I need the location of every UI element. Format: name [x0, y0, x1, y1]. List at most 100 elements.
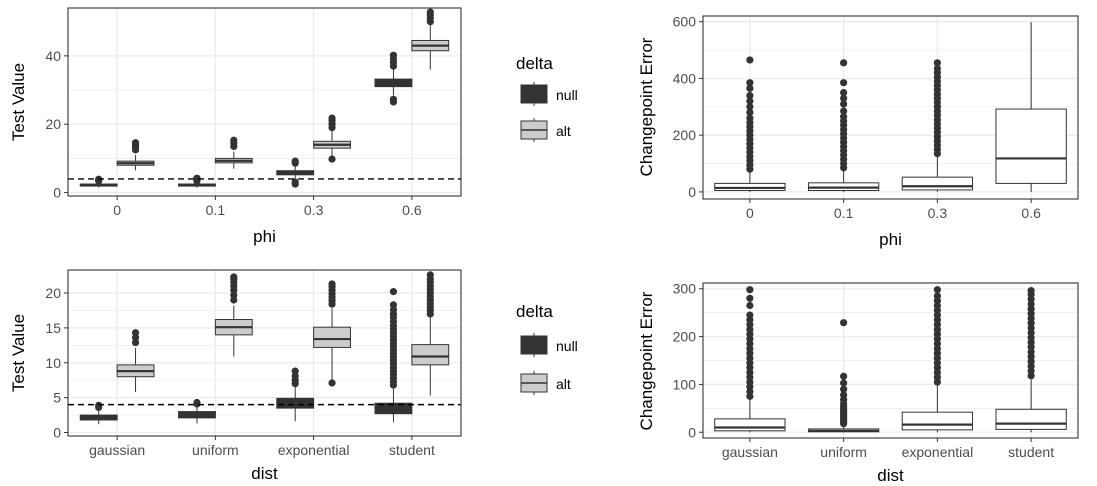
x-tick-label: 0.1 [206, 202, 226, 218]
boxplots [714, 22, 1067, 192]
x-tick-label: 0 [746, 205, 754, 221]
panel-changepoint-error-dist: 0 100 200 300 gaussian uniform exponential stu… [637, 281, 1079, 485]
x-tick-label: gaussian [89, 442, 145, 458]
panel-changepoint-error-phi: 0 200 400 600 0 0.1 0.3 0.6 phi Changepoint Er… [637, 14, 1079, 249]
boxplots [714, 286, 1067, 433]
y-tick-label: 10 [45, 355, 61, 371]
box-iqr [995, 408, 1067, 430]
boxplot-alt-0.3 [313, 114, 351, 163]
box-iqr [995, 108, 1067, 184]
outlier-point [840, 379, 848, 387]
boxplot-alt-student [411, 271, 450, 396]
boxplot-null-student [374, 288, 413, 423]
x-tick-label: 0.1 [834, 205, 854, 221]
y-axis-title: Changepoint Error [637, 291, 656, 430]
outlier-point [840, 385, 848, 393]
legend-label-alt: alt [556, 376, 571, 392]
x-tick-label: gaussian [722, 444, 778, 460]
outlier-point [291, 157, 299, 165]
y-tick-label: 40 [45, 48, 61, 64]
outlier-point [840, 319, 848, 327]
y-tick-label: 0 [53, 185, 61, 201]
boxplot-series-0.3 [901, 59, 974, 192]
y-tick-label: 200 [673, 127, 697, 143]
panel-border [702, 15, 1079, 200]
x-tick-label: exponential [278, 442, 350, 458]
outlier-point [131, 329, 140, 337]
x-axis-ticks: 0 0.1 0.3 0.6 [113, 196, 422, 218]
x-tick-label: student [1008, 444, 1054, 460]
boxplot-null-0.3 [276, 157, 315, 188]
outlier-point [389, 301, 398, 309]
y-tick-label: 600 [673, 14, 697, 30]
x-axis-ticks: gaussian uniform exponential student [722, 438, 1054, 460]
y-tick-label: 100 [673, 376, 697, 392]
legend-label-null: null [556, 338, 578, 354]
y-axis-title: Test Value [9, 314, 28, 392]
outlier-point [933, 292, 941, 300]
outlier-point [746, 91, 754, 100]
panel-test-value-dist: 0 5 10 15 20 gaussian uniform exponential stude… [9, 269, 462, 483]
y-axis-ticks: 0 200 400 600 [673, 14, 703, 200]
x-axis-title: dist [877, 466, 904, 485]
x-tick-label: student [389, 442, 435, 458]
y-tick-label: 5 [53, 390, 61, 406]
y-tick-label: 0 [688, 184, 696, 200]
outlier-point [328, 114, 336, 122]
x-tick-label: exponential [902, 444, 974, 460]
outlier-point [840, 107, 848, 115]
y-tick-label: 200 [673, 329, 697, 345]
outlier-point [426, 8, 434, 16]
outlier-point [746, 97, 754, 105]
panel-test-value-phi: 0 20 40 0 0.1 0.3 0.6 phi Test Value [9, 7, 462, 246]
outlier-point [389, 95, 398, 103]
outlier-point [840, 94, 848, 102]
box-iqr [714, 418, 786, 432]
x-tick-label: 0.3 [304, 202, 324, 218]
x-tick-label: 0.6 [1021, 205, 1041, 221]
boxplot-series-uniform [807, 319, 880, 433]
outlier-point [131, 139, 140, 147]
outlier-point [746, 294, 754, 302]
panel-border [702, 282, 1079, 439]
boxplot-series-0.6 [995, 22, 1067, 192]
outlier-point [746, 108, 754, 117]
boxplot-series-gaussian [714, 286, 786, 433]
y-tick-label: 0 [688, 424, 696, 440]
boxplot-series-exponential [901, 286, 974, 433]
outlier-point [840, 79, 848, 87]
boxplot-null-exponential [276, 367, 315, 422]
panel-border [67, 7, 462, 197]
outlier-point [746, 286, 754, 294]
boxplot-null-0.1 [178, 174, 216, 188]
outlier-point [1027, 287, 1035, 295]
outlier-point [230, 136, 238, 144]
x-tick-label: uniform [192, 442, 239, 458]
y-axis-title: Changepoint Error [637, 37, 656, 176]
x-axis-ticks: gaussian uniform exponential student [89, 436, 435, 458]
outlier-point [328, 379, 336, 387]
legend-key-alt [520, 371, 548, 395]
box-iqr [901, 176, 974, 191]
x-axis-title: phi [879, 230, 902, 249]
outlier-point [840, 100, 848, 108]
legend-title: delta [516, 54, 553, 73]
boxplot-alt-uniform [214, 273, 253, 357]
outlier-point [933, 286, 941, 294]
outlier-point [193, 174, 201, 182]
outlier-point [746, 311, 754, 319]
outlier-point [389, 51, 398, 59]
boxplot-alt-0.1 [214, 136, 253, 169]
boxplot-null-0 [79, 175, 118, 188]
outlier-point [840, 59, 848, 67]
outlier-point [933, 59, 941, 67]
y-tick-label: 0 [53, 425, 61, 441]
outlier-point [328, 155, 336, 163]
outlier-point [746, 301, 754, 310]
legend-key-null [520, 82, 548, 106]
x-axis-title: dist [251, 464, 278, 483]
boxplot-alt-exponential [313, 280, 351, 387]
boxplot-alt-0 [116, 139, 155, 171]
x-axis-title: phi [253, 227, 276, 246]
